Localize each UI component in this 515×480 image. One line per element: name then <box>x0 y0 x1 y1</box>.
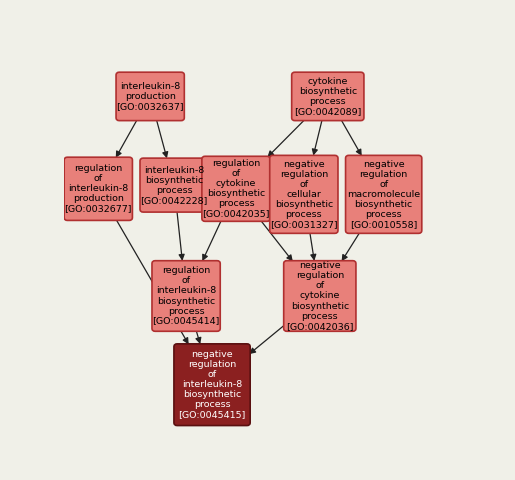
Text: negative
regulation
of
cellular
biosynthetic
process
[GO:0031327]: negative regulation of cellular biosynth… <box>270 160 338 229</box>
FancyBboxPatch shape <box>270 156 338 233</box>
FancyBboxPatch shape <box>64 157 132 220</box>
FancyBboxPatch shape <box>140 158 208 212</box>
FancyBboxPatch shape <box>284 261 356 331</box>
Text: interleukin-8
production
[GO:0032637]: interleukin-8 production [GO:0032637] <box>116 82 184 111</box>
Text: regulation
of
interleukin-8
biosynthetic
process
[GO:0045414]: regulation of interleukin-8 biosynthetic… <box>152 266 220 325</box>
Text: regulation
of
interleukin-8
production
[GO:0032677]: regulation of interleukin-8 production [… <box>64 164 132 214</box>
FancyBboxPatch shape <box>152 261 220 331</box>
FancyBboxPatch shape <box>291 72 364 120</box>
Text: cytokine
biosynthetic
process
[GO:0042089]: cytokine biosynthetic process [GO:004208… <box>294 77 362 116</box>
FancyBboxPatch shape <box>202 156 270 221</box>
Text: negative
regulation
of
cytokine
biosynthetic
process
[GO:0042036]: negative regulation of cytokine biosynth… <box>286 261 354 331</box>
FancyBboxPatch shape <box>174 344 250 426</box>
Text: negative
regulation
of
interleukin-8
biosynthetic
process
[GO:0045415]: negative regulation of interleukin-8 bio… <box>178 350 246 420</box>
FancyBboxPatch shape <box>346 156 422 233</box>
Text: regulation
of
cytokine
biosynthetic
process
[GO:0042035]: regulation of cytokine biosynthetic proc… <box>202 159 270 218</box>
Text: interleukin-8
biosynthetic
process
[GO:0042228]: interleukin-8 biosynthetic process [GO:0… <box>141 166 208 204</box>
FancyBboxPatch shape <box>116 72 184 120</box>
Text: negative
regulation
of
macromolecule
biosynthetic
process
[GO:0010558]: negative regulation of macromolecule bio… <box>347 160 420 229</box>
